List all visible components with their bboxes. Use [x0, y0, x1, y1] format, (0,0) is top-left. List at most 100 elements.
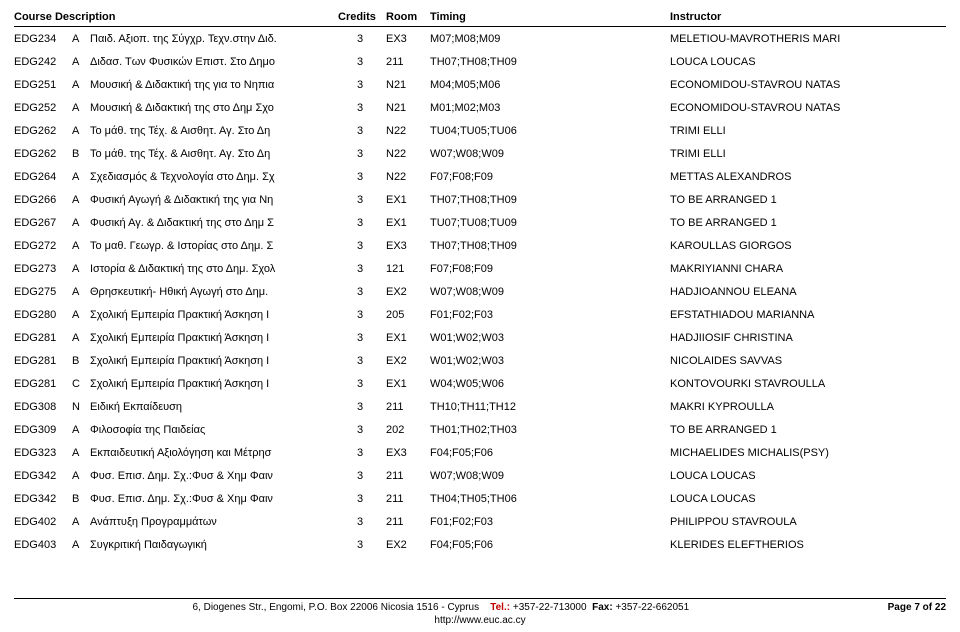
cell-code: EDG281: [14, 372, 72, 395]
fax-label: Fax:: [592, 602, 613, 613]
table-body: EDG234AΠαιδ. Αξιοπ. της Σύγχρ. Τεχν.στην…: [14, 27, 946, 557]
cell-timing: TH04;TH05;TH06: [430, 487, 670, 510]
cell-instructor: TRIMI ELLI: [670, 142, 946, 165]
cell-timing: W01;W02;W03: [430, 326, 670, 349]
cell-description: Σχολική Εμπειρία Πρακτική Άσκηση Ι: [90, 372, 338, 395]
cell-instructor: ECONOMIDOU-STAVROU NATAS: [670, 96, 946, 119]
cell-instructor: HADJIIOSIF CHRISTINA: [670, 326, 946, 349]
table-row: EDG309AΦιλοσοφία της Παιδείας3202TH01;TH…: [14, 418, 946, 441]
table-row: EDG281BΣχολική Εμπειρία Πρακτική Άσκηση …: [14, 349, 946, 372]
footer-top-row: 6, Diogenes Str., Engomi, P.O. Box 22006…: [14, 602, 946, 613]
table-row: EDG403AΣυγκριτική Παιδαγωγική3EX2F04;F05…: [14, 533, 946, 556]
cell-description: Σχολική Εμπειρία Πρακτική Άσκηση Ι: [90, 303, 338, 326]
cell-code: EDG264: [14, 165, 72, 188]
fax-number: +357-22-662051: [615, 602, 689, 613]
cell-instructor: EFSTATHIADOU MARIANNA: [670, 303, 946, 326]
table-row: EDG342BΦυσ. Επισ. Δημ. Σχ.:Φυσ & Χημ Φαι…: [14, 487, 946, 510]
header-row: Course Description Credits Room Timing I…: [14, 8, 946, 27]
cell-timing: F01;F02;F03: [430, 303, 670, 326]
table-row: EDG280AΣχολική Εμπειρία Πρακτική Άσκηση …: [14, 303, 946, 326]
cell-code: EDG267: [14, 211, 72, 234]
cell-instructor: TO BE ARRANGED 1: [670, 418, 946, 441]
cell-section: A: [72, 188, 90, 211]
table-row: EDG267AΦυσική Αγ. & Διδακτική της στο Δη…: [14, 211, 946, 234]
cell-timing: W01;W02;W03: [430, 349, 670, 372]
cell-timing: W07;W08;W09: [430, 280, 670, 303]
table-row: EDG272AΤο μαθ. Γεωγρ. & Ιστορίας στο Δημ…: [14, 234, 946, 257]
cell-code: EDG403: [14, 533, 72, 556]
footer-address: 6, Diogenes Str., Engomi, P.O. Box 22006…: [192, 602, 479, 613]
table-row: EDG242AΔιδασ. Των Φυσικών Επιστ. Στο Δημ…: [14, 50, 946, 73]
cell-code: EDG402: [14, 510, 72, 533]
cell-description: Το μαθ. Γεωγρ. & Ιστορίας στο Δημ. Σ: [90, 234, 338, 257]
cell-instructor: TRIMI ELLI: [670, 119, 946, 142]
cell-description: Συγκριτική Παιδαγωγική: [90, 533, 338, 556]
table-row: EDG342AΦυσ. Επισ. Δημ. Σχ.:Φυσ & Χημ Φαι…: [14, 464, 946, 487]
cell-instructor: ECONOMIDOU-STAVROU NATAS: [670, 73, 946, 96]
cell-section: A: [72, 257, 90, 280]
cell-room: EX1: [386, 372, 430, 395]
cell-room: 211: [386, 464, 430, 487]
cell-description: Φυσ. Επισ. Δημ. Σχ.:Φυσ & Χημ Φαιν: [90, 487, 338, 510]
header-timing: Timing: [430, 8, 670, 27]
cell-description: Φυσ. Επισ. Δημ. Σχ.:Φυσ & Χημ Φαιν: [90, 464, 338, 487]
cell-room: 121: [386, 257, 430, 280]
cell-credits: 3: [338, 487, 386, 510]
cell-section: A: [72, 280, 90, 303]
cell-credits: 3: [338, 119, 386, 142]
cell-instructor: KAROULLAS GIORGOS: [670, 234, 946, 257]
cell-instructor: MAKRI KYPROULLA: [670, 395, 946, 418]
cell-code: EDG251: [14, 73, 72, 96]
cell-section: B: [72, 487, 90, 510]
cell-instructor: KLERIDES ELEFTHERIOS: [670, 533, 946, 556]
cell-room: EX1: [386, 211, 430, 234]
table-row: EDG281CΣχολική Εμπειρία Πρακτική Άσκηση …: [14, 372, 946, 395]
cell-credits: 3: [338, 188, 386, 211]
cell-timing: W07;W08;W09: [430, 142, 670, 165]
cell-code: EDG281: [14, 349, 72, 372]
cell-section: A: [72, 464, 90, 487]
cell-timing: F07;F08;F09: [430, 257, 670, 280]
header-instructor: Instructor: [670, 8, 946, 27]
cell-section: A: [72, 119, 90, 142]
cell-timing: F04;F05;F06: [430, 441, 670, 464]
cell-description: Σχολική Εμπειρία Πρακτική Άσκηση Ι: [90, 326, 338, 349]
cell-instructor: MICHAELIDES MICHALIS(PSY): [670, 441, 946, 464]
cell-instructor: KONTOVOURKI STAVROULLA: [670, 372, 946, 395]
cell-room: 202: [386, 418, 430, 441]
cell-timing: TH01;TH02;TH03: [430, 418, 670, 441]
cell-instructor: PHILIPPOU STAVROULA: [670, 510, 946, 533]
course-table: Course Description Credits Room Timing I…: [14, 8, 946, 556]
cell-room: N21: [386, 73, 430, 96]
cell-credits: 3: [338, 464, 386, 487]
cell-section: A: [72, 96, 90, 119]
cell-section: A: [72, 165, 90, 188]
cell-code: EDG262: [14, 119, 72, 142]
tel-number: +357-22-713000: [513, 602, 587, 613]
cell-code: EDG234: [14, 27, 72, 51]
cell-description: Ειδική Εκπαίδευση: [90, 395, 338, 418]
cell-timing: TU04;TU05;TU06: [430, 119, 670, 142]
cell-timing: W04;W05;W06: [430, 372, 670, 395]
cell-code: EDG309: [14, 418, 72, 441]
cell-section: A: [72, 533, 90, 556]
cell-section: A: [72, 441, 90, 464]
cell-instructor: MELETIOU-MAVROTHERIS MARI: [670, 27, 946, 51]
cell-credits: 3: [338, 303, 386, 326]
cell-code: EDG342: [14, 464, 72, 487]
cell-timing: M07;M08;M09: [430, 27, 670, 51]
header-room: Room: [386, 8, 430, 27]
cell-code: EDG342: [14, 487, 72, 510]
cell-description: Θρησκευτική- Ηθική Αγωγή στο Δημ.: [90, 280, 338, 303]
cell-timing: F01;F02;F03: [430, 510, 670, 533]
cell-credits: 3: [338, 280, 386, 303]
cell-section: A: [72, 73, 90, 96]
cell-section: A: [72, 50, 90, 73]
cell-timing: TH07;TH08;TH09: [430, 50, 670, 73]
cell-code: EDG280: [14, 303, 72, 326]
cell-credits: 3: [338, 349, 386, 372]
cell-section: A: [72, 510, 90, 533]
cell-description: Το μάθ. της Τέχ. & Αισθητ. Αγ. Στο Δη: [90, 142, 338, 165]
cell-instructor: TO BE ARRANGED 1: [670, 188, 946, 211]
footer-address-line: 6, Diogenes Str., Engomi, P.O. Box 22006…: [14, 602, 868, 613]
